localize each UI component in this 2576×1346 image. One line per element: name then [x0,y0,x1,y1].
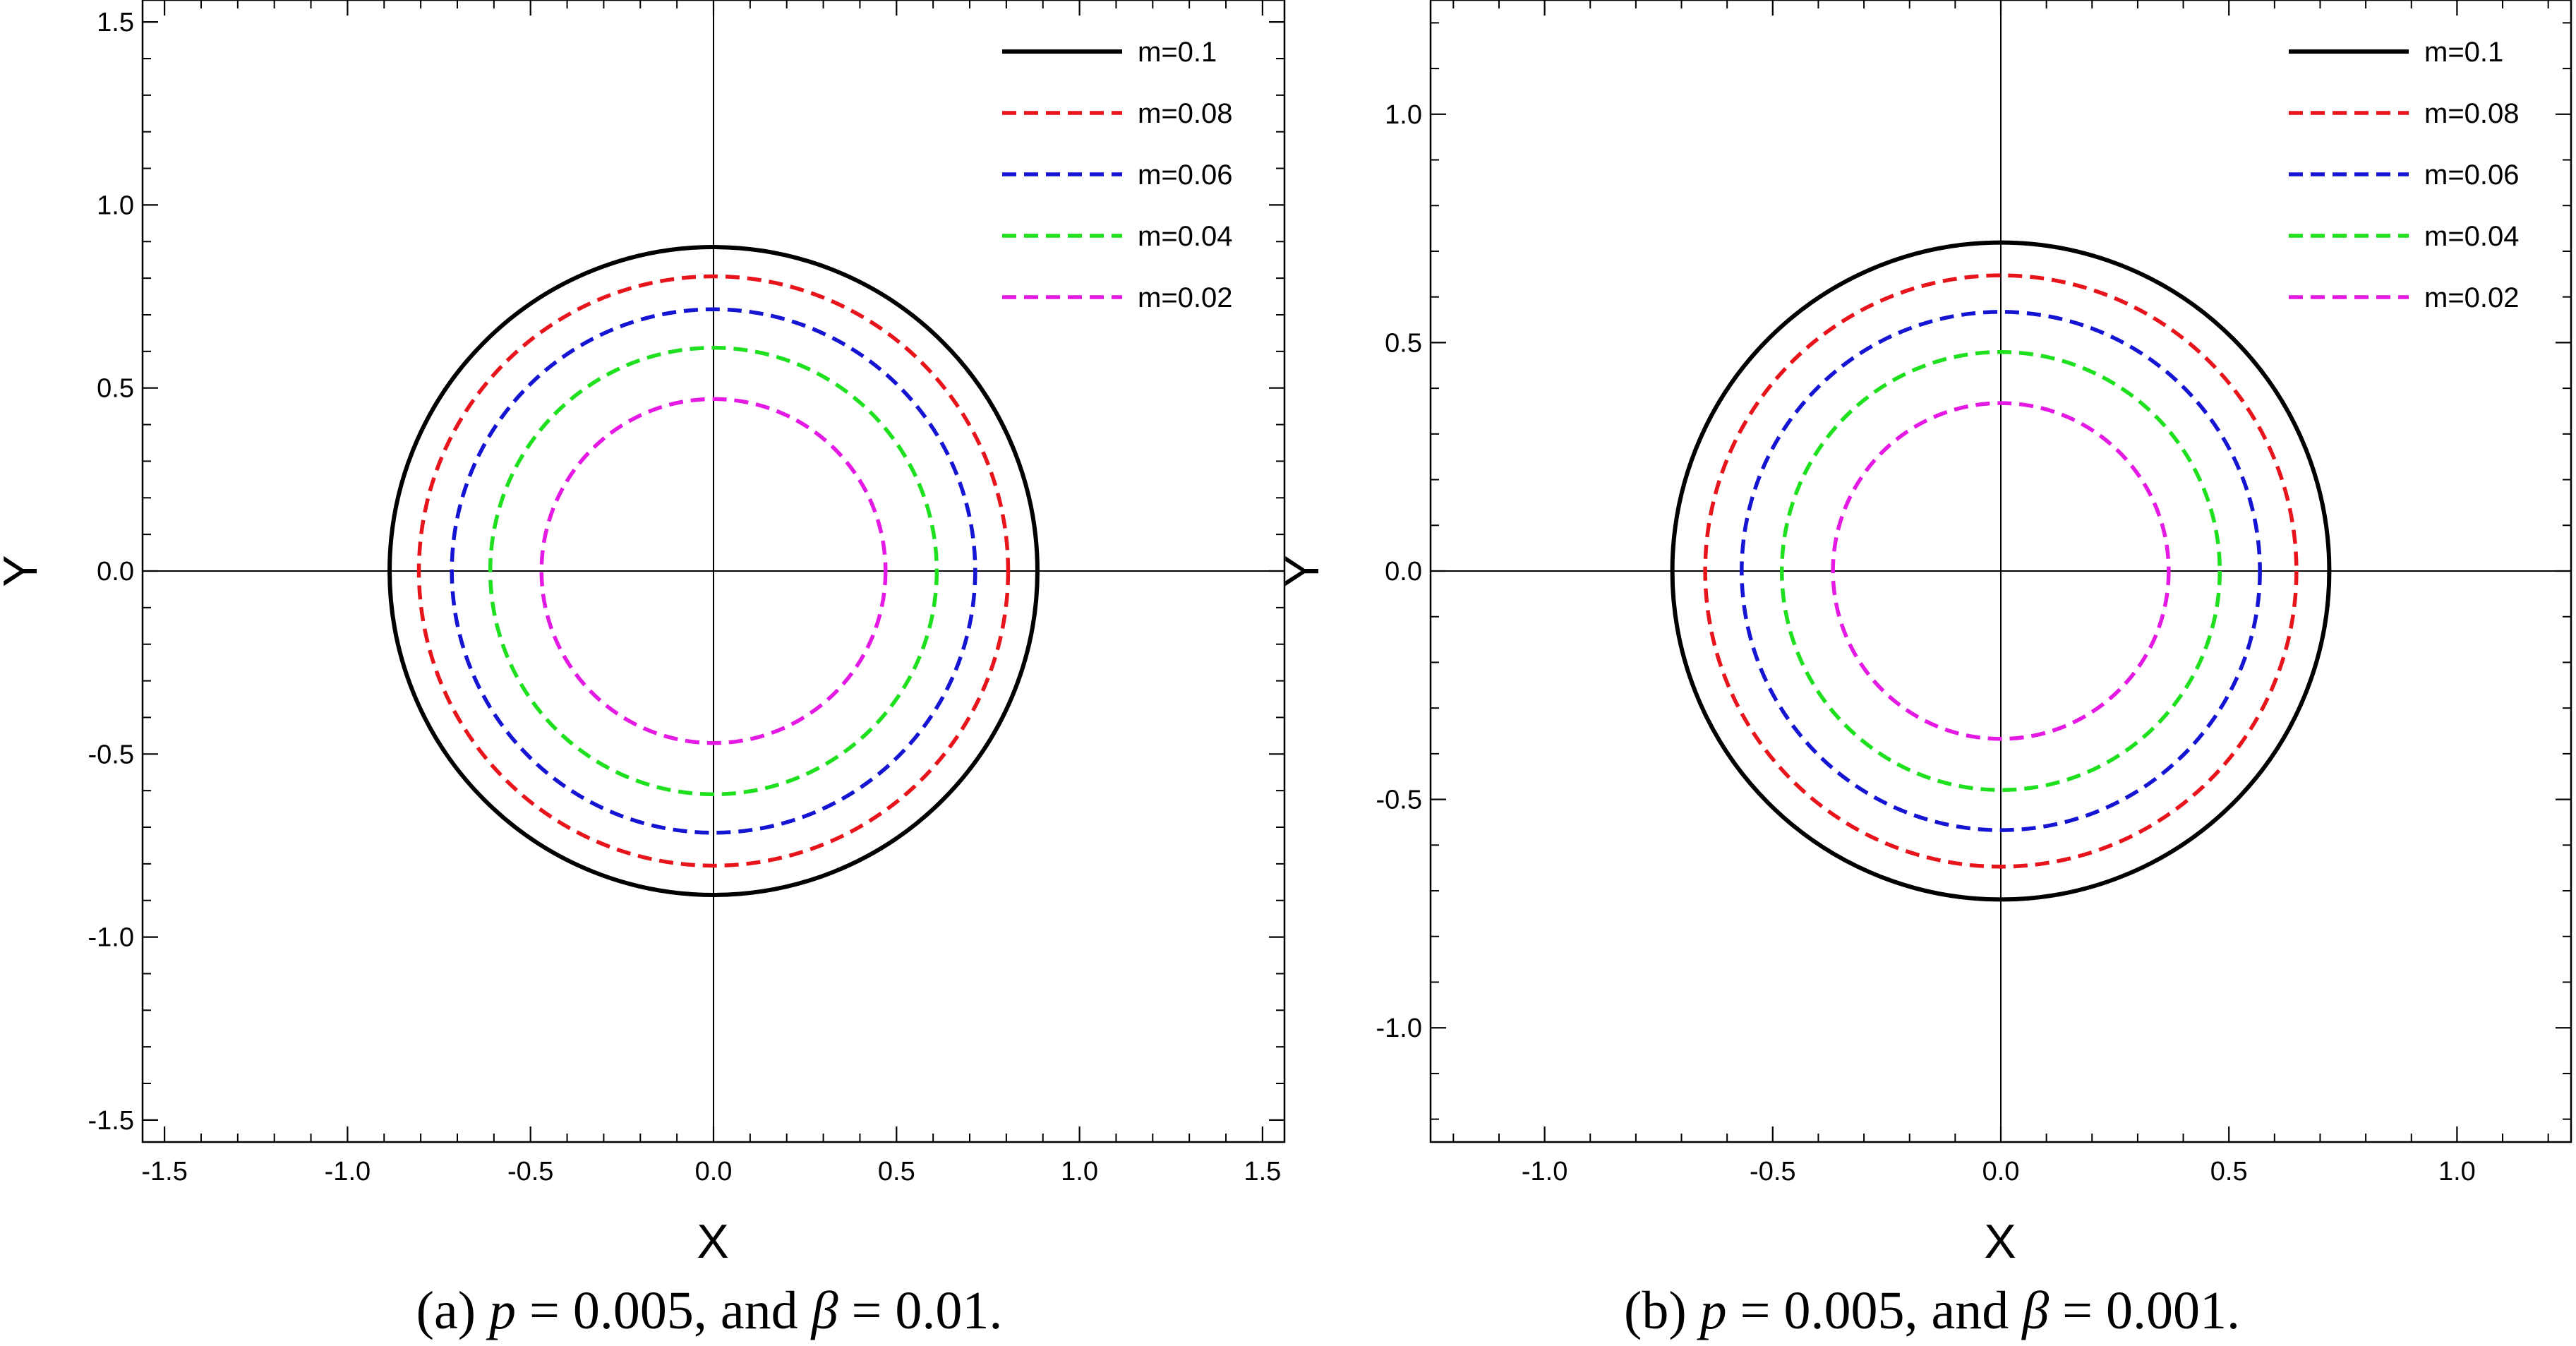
panel-b-x-tick-label: 0.5 [2210,1157,2248,1186]
panel-a-y-tick-label: -1.0 [88,923,134,953]
caption-a-p-symbol: p [489,1281,517,1340]
panel-a-legend-label: m=0.04 [1138,221,1233,252]
panel-b-y-tick-label: -1.0 [1376,1014,1422,1043]
panel-a-y-tick-label: -0.5 [88,740,134,769]
panel-a-series-m-0-02-curve [539,397,888,745]
panel-a-y-tick-label: -1.5 [88,1106,134,1136]
panel-a-x-tick-label: 1.5 [1244,1157,1281,1186]
panel-a-y-tick-label: 0.0 [97,557,134,587]
panel-a-series-m-0-04-curve [488,345,939,797]
panel-b-y-tick-label: -0.5 [1376,786,1422,815]
panel-a-x-tick-label: 0.5 [878,1157,915,1186]
panel-b-x-tick-label: 0.0 [1982,1157,2020,1186]
caption-a-label: (a) [416,1281,476,1340]
panel-b-x-tick-label: -0.5 [1750,1157,1795,1186]
panel-b-x-axis-title: X [1984,1215,2016,1268]
panel-a-y-tick-label: 1.5 [97,8,134,37]
caption-a: (a) p = 0.005, and β = 0.01. [0,1279,1419,1342]
panel-b-y-axis-title: Y [1275,555,1329,587]
caption-b-p-value: = 0.005, and [1740,1281,2009,1340]
panel-a-legend-label: m=0.02 [1138,282,1233,313]
panel-a: -1.5 -1.0 -0.5 0.0 0.5 1.0 1.5 -1.5 -1.0 -0.5 0.0 0… [0,0,1286,1268]
panel-a-legend-label: m=0.06 [1138,160,1233,191]
panel-a-series-m-0-1-curve [387,245,1040,897]
panel-a-legend-label: m=0.08 [1138,98,1233,129]
panel-b-x-tick-label: 1.0 [2438,1157,2476,1186]
panel-a-legend-label: m=0.1 [1138,37,1217,68]
panel-a-x-tick-label: 1.0 [1061,1157,1098,1186]
panel-b-x-tick-label: -1.0 [1522,1157,1567,1186]
panel-a-series-m-0-06-curve [450,307,977,835]
caption-b: (b) p = 0.005, and β = 0.001. [1288,1279,2576,1342]
panel-b-series-m-0-06-curve [1740,310,2262,832]
panel-b-y-tick-label: 0.0 [1385,557,1422,587]
panel-b-legend-label: m=0.04 [2424,221,2520,252]
panel-b-legend-label: m=0.08 [2424,98,2520,129]
panel-b-legend-label: m=0.1 [2424,37,2503,68]
panel-b-y-tick-label: 0.5 [1385,328,1422,358]
panel-a-y-axis-title: Y [0,555,47,587]
panel-a-x-tick-label: -1.5 [141,1157,187,1186]
caption-a-beta-symbol: β [811,1281,838,1340]
panel-a-y-tick-label: 0.5 [97,374,134,404]
caption-a-beta-value: = 0.01. [851,1281,1003,1340]
caption-a-p-value: = 0.005, and [529,1281,798,1340]
panel-b-legend-label: m=0.06 [2424,160,2520,191]
caption-b-beta-symbol: β [2022,1281,2050,1340]
panel-a-series-m-0-08-curve [416,274,1011,868]
panel-a-x-tick-label: -1.0 [325,1157,371,1186]
panel-b-y-tick-label: 1.0 [1385,100,1422,130]
panel-b-series-m-0-08-curve [1703,273,2299,869]
panel-b-series-m-0-1-curve [1670,240,2332,902]
caption-b-beta-value: = 0.001. [2062,1281,2240,1340]
panel-a-x-tick-label: 0.0 [695,1157,733,1186]
panel-b-series-m-0-04-curve [1779,349,2222,793]
panel-b-series-m-0-02-curve [1831,401,2171,741]
panel-b: -1.0 -0.5 0.0 0.5 1.0 -1.0 -0.5 0.0 0.5 1.0 X Ym=0.… [1275,0,2572,1268]
caption-b-label: (b) [1624,1281,1687,1340]
panel-a-y-tick-label: 1.0 [97,191,134,220]
panel-a-x-tick-label: -0.5 [507,1157,553,1186]
caption-b-p-symbol: p [1699,1281,1727,1340]
panel-a-x-axis-title: X [697,1215,728,1268]
panel-b-legend-label: m=0.02 [2424,282,2520,313]
